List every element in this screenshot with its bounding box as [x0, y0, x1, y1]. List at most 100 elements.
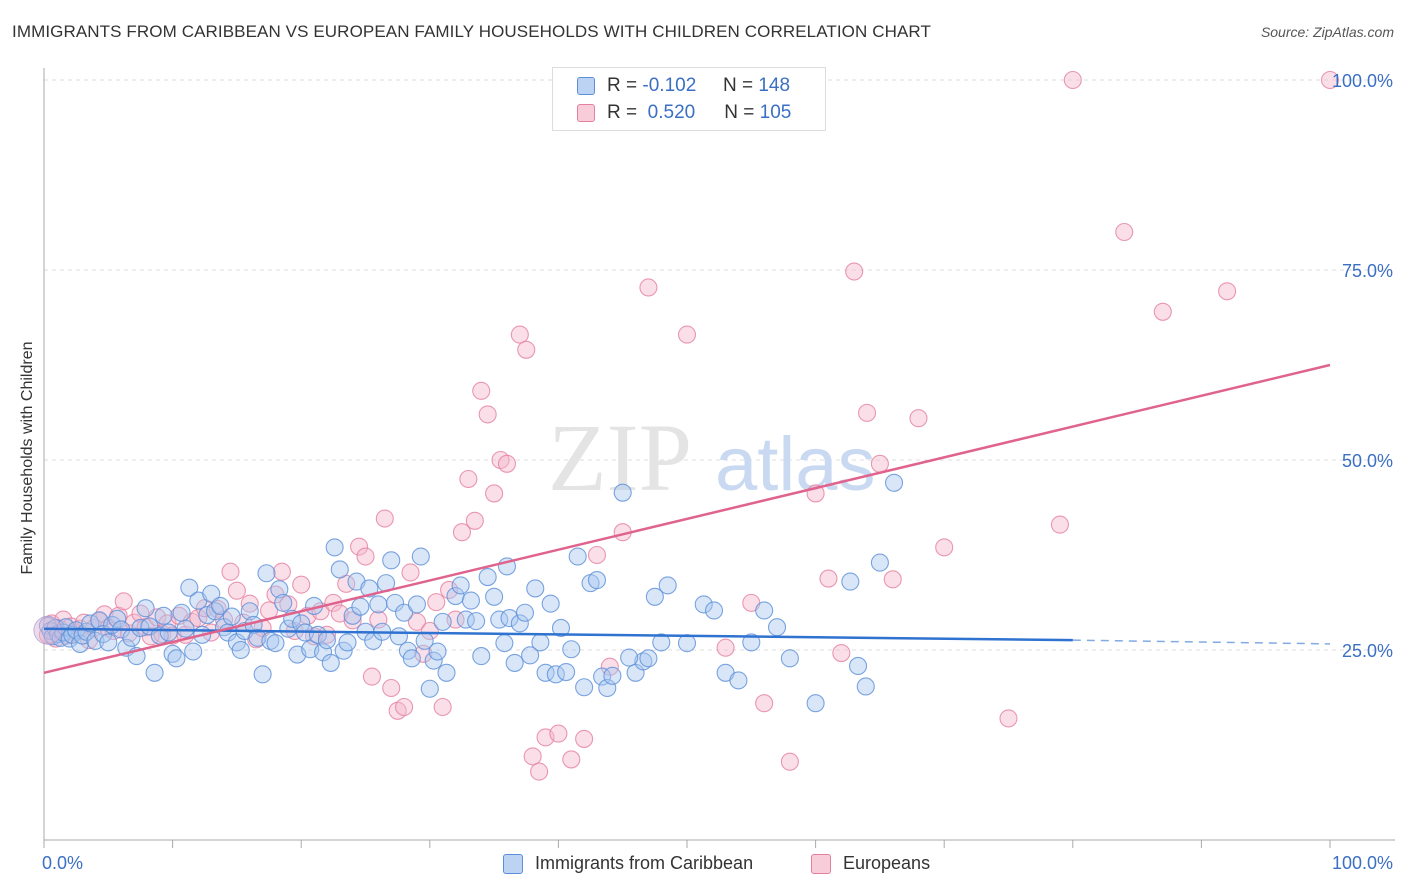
europeans-point [459, 469, 478, 489]
legend-item-europeans[interactable]: Europeans [811, 853, 930, 874]
caribbean-point [467, 612, 486, 631]
caribbean-point [369, 595, 388, 614]
caribbean-point [167, 649, 186, 668]
y-tick-label: 100.0% [1332, 71, 1393, 91]
europeans-point [497, 454, 517, 473]
caribbean-point [568, 547, 587, 566]
caribbean-point [652, 633, 671, 652]
caribbean-point [780, 649, 799, 668]
europeans-point [350, 537, 369, 556]
europeans-point [935, 538, 954, 557]
caribbean-point [587, 571, 607, 590]
europeans-point [1153, 302, 1172, 321]
caribbean-point [108, 609, 127, 628]
trend-lines [43, 363, 1331, 675]
europeans-point [109, 606, 128, 625]
caribbean-point [231, 640, 250, 660]
caribbean-point-large [33, 615, 63, 645]
caribbean-point [386, 593, 405, 612]
europeans-point [523, 747, 542, 766]
caribbean-point [351, 597, 370, 616]
caribbean-point [870, 553, 889, 572]
caribbean-point [205, 602, 225, 621]
caribbean-point [382, 551, 401, 570]
r-label: R = [607, 75, 638, 96]
legend-item-caribbean[interactable]: Immigrants from Caribbean [503, 853, 753, 874]
europeans-swatch [811, 853, 831, 874]
caribbean-point [557, 662, 576, 682]
caribbean-point [325, 538, 344, 557]
europeans-point [131, 604, 150, 623]
caribbean-point [274, 593, 293, 612]
caribbean-point [334, 641, 353, 660]
europeans-point [208, 599, 227, 619]
gridlines [44, 79, 1395, 651]
caribbean-point [420, 679, 439, 698]
x-tick-label-min: 0.0% [42, 853, 83, 873]
europeans-point [485, 484, 504, 503]
europeans-point [227, 581, 246, 600]
europeans-point [452, 523, 472, 542]
europeans-point [1063, 70, 1082, 90]
caribbean-point [510, 614, 529, 633]
europeans-point [472, 381, 491, 400]
europeans-point [401, 563, 420, 582]
watermark-zip: ZIP [548, 404, 692, 511]
europeans-point [530, 762, 549, 781]
europeans-swatch [577, 104, 595, 122]
europeans-point [780, 752, 799, 771]
legend-label: Immigrants from Caribbean [535, 853, 754, 873]
caribbean-point [531, 633, 550, 652]
caribbean-swatch [577, 77, 595, 95]
r-value: -0.102 [642, 75, 697, 96]
caribbean-point [154, 606, 173, 625]
n-label: N = [722, 75, 754, 96]
caribbean-point [253, 665, 272, 684]
legend-label: Europeans [843, 853, 931, 873]
europeans-point [395, 697, 414, 717]
caribbean-point [240, 602, 259, 621]
caribbean-point [211, 596, 230, 615]
caribbean-point [541, 594, 560, 613]
r-label: R = [607, 102, 638, 123]
europeans-point [677, 325, 697, 344]
caribbean-points [33, 473, 904, 713]
caribbean-point [729, 671, 748, 690]
caribbean-point [159, 623, 178, 642]
europeans-point [575, 729, 594, 748]
caribbean-point [180, 578, 199, 597]
caribbean-point [99, 633, 118, 652]
caribbean-point [613, 483, 632, 502]
europeans-trend-line [43, 363, 1331, 675]
europeans-point [510, 325, 529, 344]
y-tick-label: 75.0% [1342, 261, 1393, 281]
europeans-point [1115, 222, 1134, 242]
caribbean-point [620, 648, 639, 667]
caribbean-point [184, 642, 203, 661]
europeans-point [240, 594, 259, 613]
caribbean-point [677, 634, 697, 653]
caribbean-point [131, 618, 150, 638]
caribbean-point [433, 612, 452, 631]
caribbean-point [639, 649, 658, 668]
europeans-point [549, 724, 568, 743]
europeans-point [909, 409, 928, 428]
europeans-point [1320, 70, 1340, 90]
caribbean-point [742, 633, 761, 652]
europeans-point [343, 611, 362, 630]
legend-row-europeans: R = 0.520 N = 105 [577, 101, 791, 125]
caribbean-point [202, 584, 221, 603]
caribbean-point [634, 652, 653, 671]
source-label: Source: ZipAtlas.com [1260, 24, 1394, 40]
europeans-point [517, 340, 536, 359]
europeans-point [433, 697, 452, 717]
europeans-point [427, 593, 446, 612]
caribbean-point [330, 560, 349, 579]
caribbean-point [884, 473, 904, 492]
caribbean-point [551, 618, 571, 638]
europeans-point [587, 545, 607, 565]
europeans-point [465, 511, 484, 530]
caribbean-point [472, 647, 491, 666]
europeans-point [999, 709, 1018, 728]
